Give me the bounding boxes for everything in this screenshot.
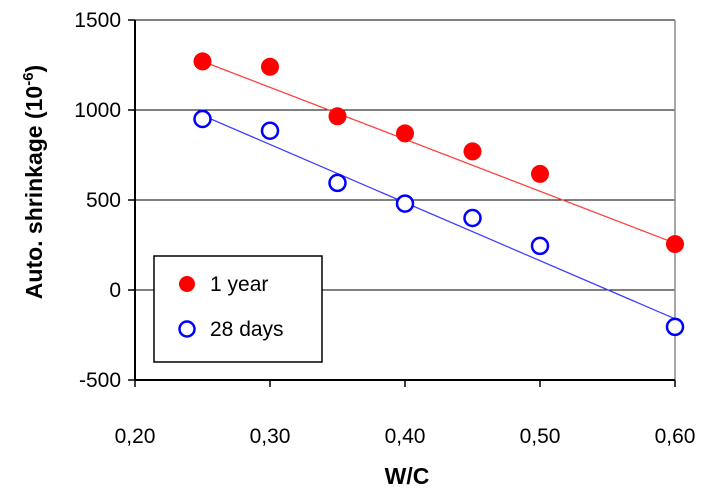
grid-lines	[135, 19, 676, 380]
data-point-series-0	[463, 142, 482, 161]
data-point-series-0	[396, 124, 414, 143]
x-tick-label: 0,20	[115, 425, 156, 448]
legend-label-28-days: 28 days	[210, 318, 284, 341]
legend: 1 year 28 days	[153, 255, 323, 363]
y-tick-label: 1000	[74, 99, 121, 122]
data-point-series-0	[193, 52, 212, 71]
y-axis-title: Auto. shrinkage (10-6)	[20, 65, 47, 299]
trendline-series-0	[202, 60, 676, 244]
trendlines	[202, 60, 676, 320]
legend-label-1-year: 1 year	[210, 273, 268, 296]
y-axis-title-close: )	[21, 65, 47, 73]
data-point-series-1	[328, 173, 347, 193]
legend-marker-1-year	[179, 276, 195, 292]
y-tick-label: -500	[79, 369, 121, 392]
data-point-series-1	[193, 109, 212, 129]
data-points	[193, 52, 685, 337]
data-point-series-0	[261, 57, 279, 76]
data-point-series-0	[666, 235, 684, 254]
y-tick-label: 0	[109, 279, 121, 302]
data-point-series-0	[531, 164, 549, 183]
data-point-series-1	[530, 236, 550, 256]
y-axis-title-main: Auto. shrinkage (10	[21, 86, 47, 299]
x-tick-labels: 0,20 0,30 0,40 0,50 0,60	[115, 425, 696, 448]
x-tick-label: 0,30	[250, 425, 291, 448]
data-point-series-1	[463, 208, 482, 228]
x-tick-label: 0,40	[385, 425, 426, 448]
y-tick-labels: -500 0 500 1000 1500	[74, 9, 121, 392]
y-tick-label: 500	[86, 189, 121, 212]
data-point-series-0	[328, 107, 347, 126]
legend-marker-28-days	[178, 320, 196, 338]
data-point-series-1	[665, 317, 685, 337]
y-tick-label: 1500	[74, 9, 121, 32]
x-tick-label: 0,60	[655, 425, 696, 448]
x-tick-label: 0,50	[520, 425, 561, 448]
y-axis-title-superscript: -6	[20, 72, 37, 85]
trendline-series-1	[202, 114, 676, 320]
x-axis-title: W/C	[385, 463, 430, 489]
axes	[128, 19, 676, 387]
legend-box	[153, 255, 323, 363]
data-point-series-1	[395, 194, 415, 213]
data-point-series-1	[260, 121, 280, 140]
